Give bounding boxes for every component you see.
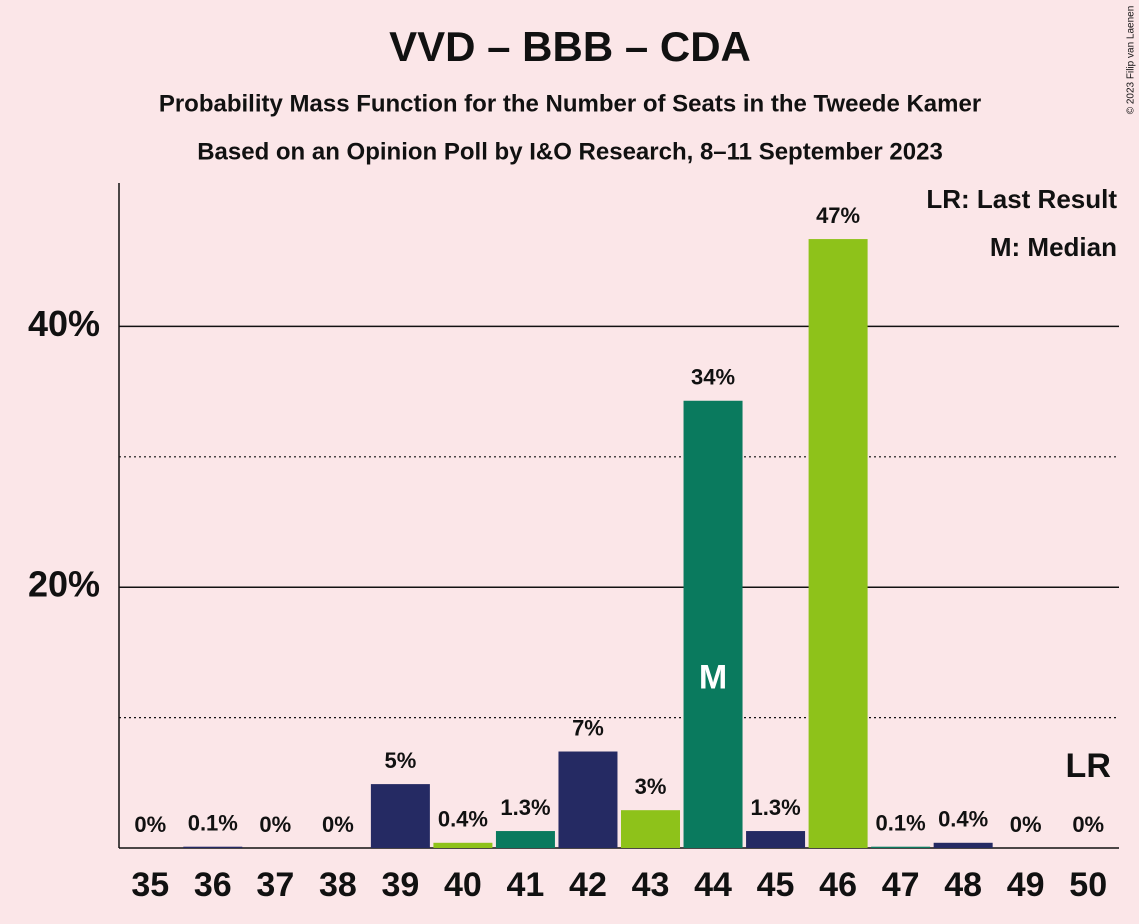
bar [495, 831, 555, 848]
chart-subtitle: Probability Mass Function for the Number… [159, 90, 981, 117]
y-tick-label: 40% [28, 303, 100, 344]
chart-title: VVD – BBB – CDA [389, 23, 751, 70]
value-label: 3% [635, 774, 667, 799]
x-tick-label: 35 [131, 866, 169, 904]
value-label: 34% [691, 365, 735, 390]
x-tick-label: 44 [694, 866, 732, 904]
x-tick-label: 47 [882, 866, 920, 904]
bar [683, 400, 743, 848]
bar [370, 784, 430, 848]
value-label: 7% [572, 715, 604, 740]
chart-subtitle: Based on an Opinion Poll by I&O Research… [197, 138, 943, 165]
annotation: M [699, 658, 727, 696]
value-label: 0.1% [876, 811, 926, 836]
x-tick-label: 46 [819, 866, 857, 904]
x-tick-label: 43 [632, 866, 670, 904]
bar [808, 239, 868, 849]
value-label: 1.3% [750, 795, 800, 820]
x-tick-label: 45 [757, 866, 795, 904]
x-tick-label: 42 [569, 866, 607, 904]
x-tick-label: 49 [1007, 866, 1045, 904]
bar [933, 842, 993, 848]
value-label: 0% [134, 812, 166, 837]
copyright: © 2023 Filip van Laenen [1126, 6, 1137, 115]
x-tick-label: 39 [381, 866, 419, 904]
x-tick-label: 40 [444, 866, 482, 904]
value-label: 47% [816, 203, 860, 228]
legend-entry: LR: Last Result [926, 184, 1117, 214]
value-label: 0.1% [188, 811, 238, 836]
value-label: 0.4% [938, 807, 988, 832]
value-label: 0% [259, 812, 291, 837]
x-tick-label: 37 [256, 866, 294, 904]
value-label: 0% [1072, 812, 1104, 837]
value-label: 0.4% [438, 807, 488, 832]
value-label: 0% [322, 812, 354, 837]
bar [621, 810, 681, 848]
x-tick-label: 38 [319, 866, 357, 904]
bar [871, 846, 931, 848]
bar [433, 842, 493, 848]
bar [746, 831, 806, 848]
x-tick-label: 41 [507, 866, 545, 904]
x-tick-label: 48 [944, 866, 982, 904]
y-tick-label: 20% [28, 564, 100, 605]
value-label: 5% [384, 748, 416, 773]
value-label: 0% [1010, 812, 1042, 837]
bar [183, 846, 243, 848]
value-label: 1.3% [500, 795, 550, 820]
x-tick-label: 36 [194, 866, 232, 904]
bar [558, 751, 618, 848]
annotation: LR [1066, 747, 1111, 785]
legend-entry: M: Median [990, 232, 1117, 262]
x-tick-label: 50 [1069, 866, 1107, 904]
